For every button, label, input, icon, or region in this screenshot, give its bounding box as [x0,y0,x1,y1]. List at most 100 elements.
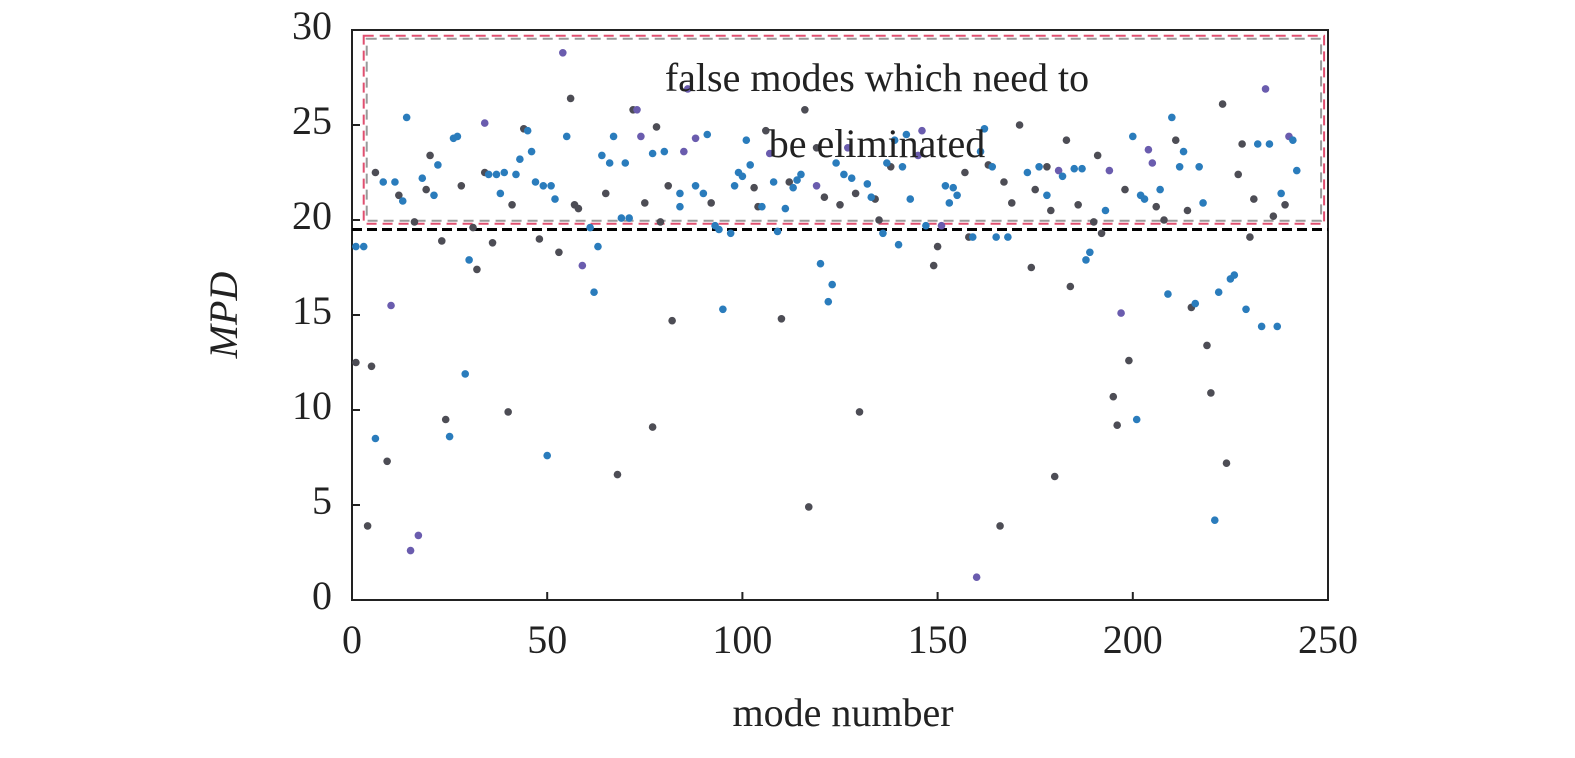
point [437,237,446,245]
point [1164,290,1172,298]
point [1007,199,1016,207]
point [1152,202,1161,211]
point [426,151,434,160]
point [949,183,958,192]
point [609,132,618,141]
point [656,218,665,226]
point [1277,189,1285,198]
point [516,155,524,163]
point [918,126,926,135]
point [691,182,700,190]
point [387,301,395,310]
point [1207,389,1215,397]
point [1281,201,1289,209]
point [555,248,563,257]
point [1250,195,1258,203]
point [598,151,606,160]
point [1070,164,1079,173]
point [1125,356,1133,365]
point [551,195,559,203]
point [793,176,801,184]
point [660,147,669,156]
point [883,159,891,167]
y-tick-label: 15 [292,288,332,333]
annotation-text: be eliminated [769,121,986,166]
point [781,204,790,213]
point [777,315,786,323]
point [1148,159,1157,167]
point [465,256,473,264]
point [1132,415,1141,424]
point [1093,151,1102,160]
point [668,316,676,325]
point [398,197,407,205]
point [828,280,836,289]
point [922,221,930,230]
point [492,170,501,179]
point [1195,163,1203,171]
point [352,242,360,251]
point [1117,309,1125,317]
point [547,182,555,190]
point [1234,170,1243,179]
annotation-text: false modes which need to [665,55,1089,100]
point [1050,472,1059,481]
point [1086,248,1094,257]
point [1179,147,1188,156]
point [1265,140,1274,148]
plot-frame [351,29,1329,601]
point [844,144,852,152]
point [1109,392,1118,401]
point [1074,201,1082,209]
point [434,161,442,169]
point [1062,136,1071,144]
point [1230,271,1239,279]
x-tick-label: 50 [527,617,567,662]
point [1156,185,1164,194]
point [812,144,821,152]
point [972,573,981,581]
x-tick-label: 200 [1103,617,1163,662]
point [508,201,516,209]
point [625,214,633,222]
point [359,242,368,251]
point [933,242,942,251]
point [504,408,512,416]
point [617,214,626,222]
point [1066,282,1075,291]
point [1054,166,1063,175]
point [902,130,911,139]
point [586,223,594,232]
point [637,132,645,141]
point [410,218,419,226]
point [1175,163,1184,171]
point [762,126,770,135]
point [379,178,388,186]
point [418,174,427,182]
point [441,415,450,424]
point [676,202,684,211]
point [683,85,692,93]
point [1140,195,1149,203]
point [457,182,466,190]
point [527,147,536,156]
point [1089,218,1098,226]
point [797,170,805,179]
point [789,183,797,192]
point [738,172,747,181]
point [1043,163,1051,171]
point [890,136,899,144]
point [804,503,813,511]
point [976,147,985,156]
point [1168,113,1176,122]
point [1015,121,1024,129]
point [1289,136,1297,144]
point [601,189,610,198]
point [1203,341,1211,350]
point [1144,145,1153,154]
point [1238,140,1246,148]
point [785,178,794,186]
point [1242,305,1250,314]
point [422,185,430,194]
